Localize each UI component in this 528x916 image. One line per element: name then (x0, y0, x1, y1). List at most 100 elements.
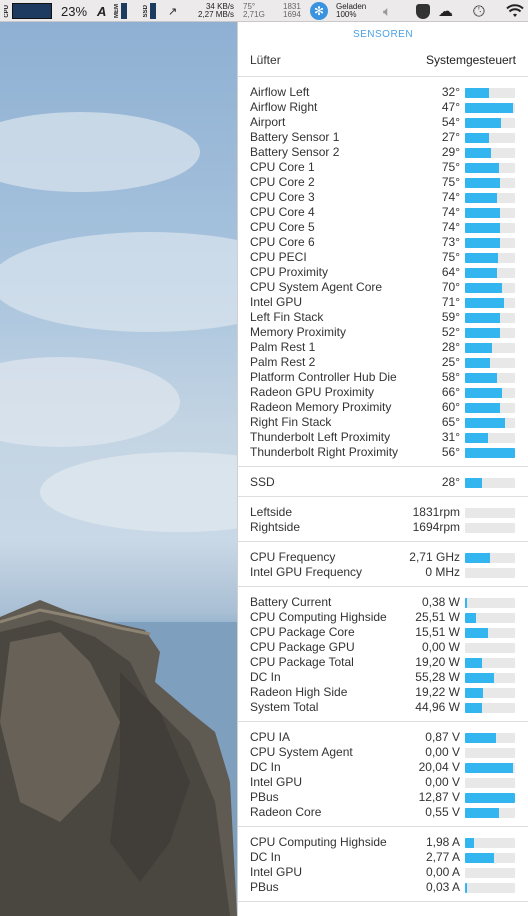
sensors-gear-icon[interactable]: ✻ (310, 0, 328, 22)
temp-sensor-row: CPU Core 4 74° (238, 205, 528, 220)
network-widget[interactable]: 34 KB/s 2,27 MB/s (186, 0, 234, 22)
sensor-label: CPU PECI (250, 250, 307, 264)
fan-left-rpm: 1831 (283, 2, 301, 11)
sensor-value: 20,04 V (418, 760, 460, 774)
sensor-value: 12,87 V (418, 790, 460, 804)
sensor-level-bar (465, 808, 515, 818)
sensor-level-bar (465, 733, 515, 743)
sensor-level-fill (465, 298, 504, 308)
sensor-level-fill (465, 343, 492, 353)
volume-icon[interactable]: 🔈︎ (383, 2, 392, 19)
sensor-level-fill (465, 403, 500, 413)
temp-sensor-row: CPU Proximity 64° (238, 265, 528, 280)
sensor-widget[interactable]: 75° 2,71G (243, 0, 265, 22)
sensor-label: Platform Controller Hub Die (250, 370, 397, 384)
cloud-icon[interactable]: ☁ (438, 3, 453, 20)
sensor-level-bar (465, 118, 515, 128)
cpu-graph-widget[interactable]: CPU (4, 0, 52, 22)
time-machine-icon[interactable]: 🕓︎ (473, 2, 485, 20)
sensor-value: 32° (441, 85, 460, 99)
sensor-value: 71° (441, 295, 460, 309)
temp-sensor-row: Airflow Left 32° (238, 85, 528, 100)
sensor-label: CPU Package GPU (250, 640, 355, 654)
sensor-value: 0,00 W (421, 640, 460, 654)
ssd-section: SSD 28° (238, 467, 528, 496)
sensor-level-fill (465, 733, 496, 743)
sensor-label: Battery Sensor 2 (250, 145, 340, 159)
power-row: System Total 44,96 W (238, 700, 528, 715)
sensor-level-bar (465, 883, 515, 893)
temp-sensor-row: Memory Proximity 52° (238, 325, 528, 340)
sensor-value: 58° (441, 370, 460, 384)
sensor-level-bar (465, 373, 515, 383)
sensor-level-fill (465, 328, 500, 338)
sensor-level-bar (465, 868, 515, 878)
net-down: 2,27 MB/s (197, 10, 234, 19)
sensor-value: 66° (441, 385, 460, 399)
sensor-level-fill (465, 208, 500, 218)
fan-control-row[interactable]: Lüfter Systemgesteuert (238, 46, 528, 76)
sensor-value: 19,20 W (415, 655, 460, 669)
sensor-level-bar (465, 688, 515, 698)
sensor-level-bar (465, 793, 515, 803)
sensor-label: DC In (250, 850, 281, 864)
sensor-level-fill (465, 193, 497, 203)
sensor-value: 0,00 V (425, 745, 460, 759)
temp-sensor-row: Right Fin Stack 65° (238, 415, 528, 430)
sensor-level-fill (465, 793, 515, 803)
ssd-label: SSD (143, 4, 149, 18)
power-row: CPU Package Core 15,51 W (238, 625, 528, 640)
shield-icon[interactable] (416, 0, 430, 22)
sensor-level-bar (465, 343, 515, 353)
sensor-level-fill (465, 883, 467, 893)
power-row: CPU Package Total 19,20 W (238, 655, 528, 670)
sensor-value: 25,51 W (415, 610, 460, 624)
sensor-level-bar (465, 163, 515, 173)
sensor-level-bar (465, 523, 515, 533)
font-a-icon[interactable]: A (97, 3, 107, 19)
sensor-level-bar (465, 778, 515, 788)
sensor-level-bar (465, 433, 515, 443)
sensor-label: Rightside (250, 520, 301, 534)
sensor-label: Radeon Core (250, 805, 322, 819)
sensor-label: CPU Core 6 (250, 235, 315, 249)
power-row: CPU Computing Highside 25,51 W (238, 610, 528, 625)
divider (238, 541, 528, 542)
sensor-value: 56° (441, 445, 460, 459)
memory-widget[interactable]: MEM (114, 0, 127, 22)
ssd-widget[interactable]: SSD (143, 0, 156, 22)
battery-percent: 100% (336, 10, 357, 19)
temp-sensor-row: Thunderbolt Left Proximity 31° (238, 430, 528, 445)
sensor-level-fill (465, 433, 488, 443)
sensor-level-fill (465, 253, 498, 263)
fan-right-rpm: 1694 (283, 10, 301, 19)
mem-label: MEM (114, 4, 120, 18)
ssd-sensor-row: SSD 28° (238, 475, 528, 490)
temp-sensor-row: Thunderbolt Right Proximity 56° (238, 445, 528, 460)
sensor-label: Radeon GPU Proximity (250, 385, 375, 399)
sensor-level-fill (465, 703, 482, 713)
sensor-label: Memory Proximity (250, 325, 347, 339)
sensor-level-bar (465, 358, 515, 368)
wifi-icon[interactable] (506, 0, 524, 22)
voltage-row: Radeon Core 0,55 V (238, 805, 528, 820)
temp-sensor-row: Radeon GPU Proximity 66° (238, 385, 528, 400)
sensor-level-fill (465, 358, 490, 368)
frequency-row: Intel GPU Frequency 0 MHz (238, 565, 528, 580)
current-row: DC In 2,77 A (238, 850, 528, 865)
sensor-level-bar (465, 838, 515, 848)
sensor-label: Battery Current (250, 595, 332, 609)
sensor-level-bar (465, 268, 515, 278)
sensor-value: 15,51 W (415, 625, 460, 639)
fan-widget[interactable]: 1831 1694 (283, 0, 301, 22)
current-row: PBus 0,03 A (238, 880, 528, 895)
sensor-label: PBus (250, 880, 279, 894)
sensor-level-bar (465, 553, 515, 563)
battery-widget[interactable]: Geladen 100% (336, 0, 366, 22)
sensor-level-bar (465, 748, 515, 758)
power-row: Radeon High Side 19,22 W (238, 685, 528, 700)
sensor-label: CPU Frequency (250, 550, 336, 564)
sensor-level-bar (465, 403, 515, 413)
sensor-level-bar (465, 703, 515, 713)
cpu-percent[interactable]: 23% (61, 3, 88, 19)
